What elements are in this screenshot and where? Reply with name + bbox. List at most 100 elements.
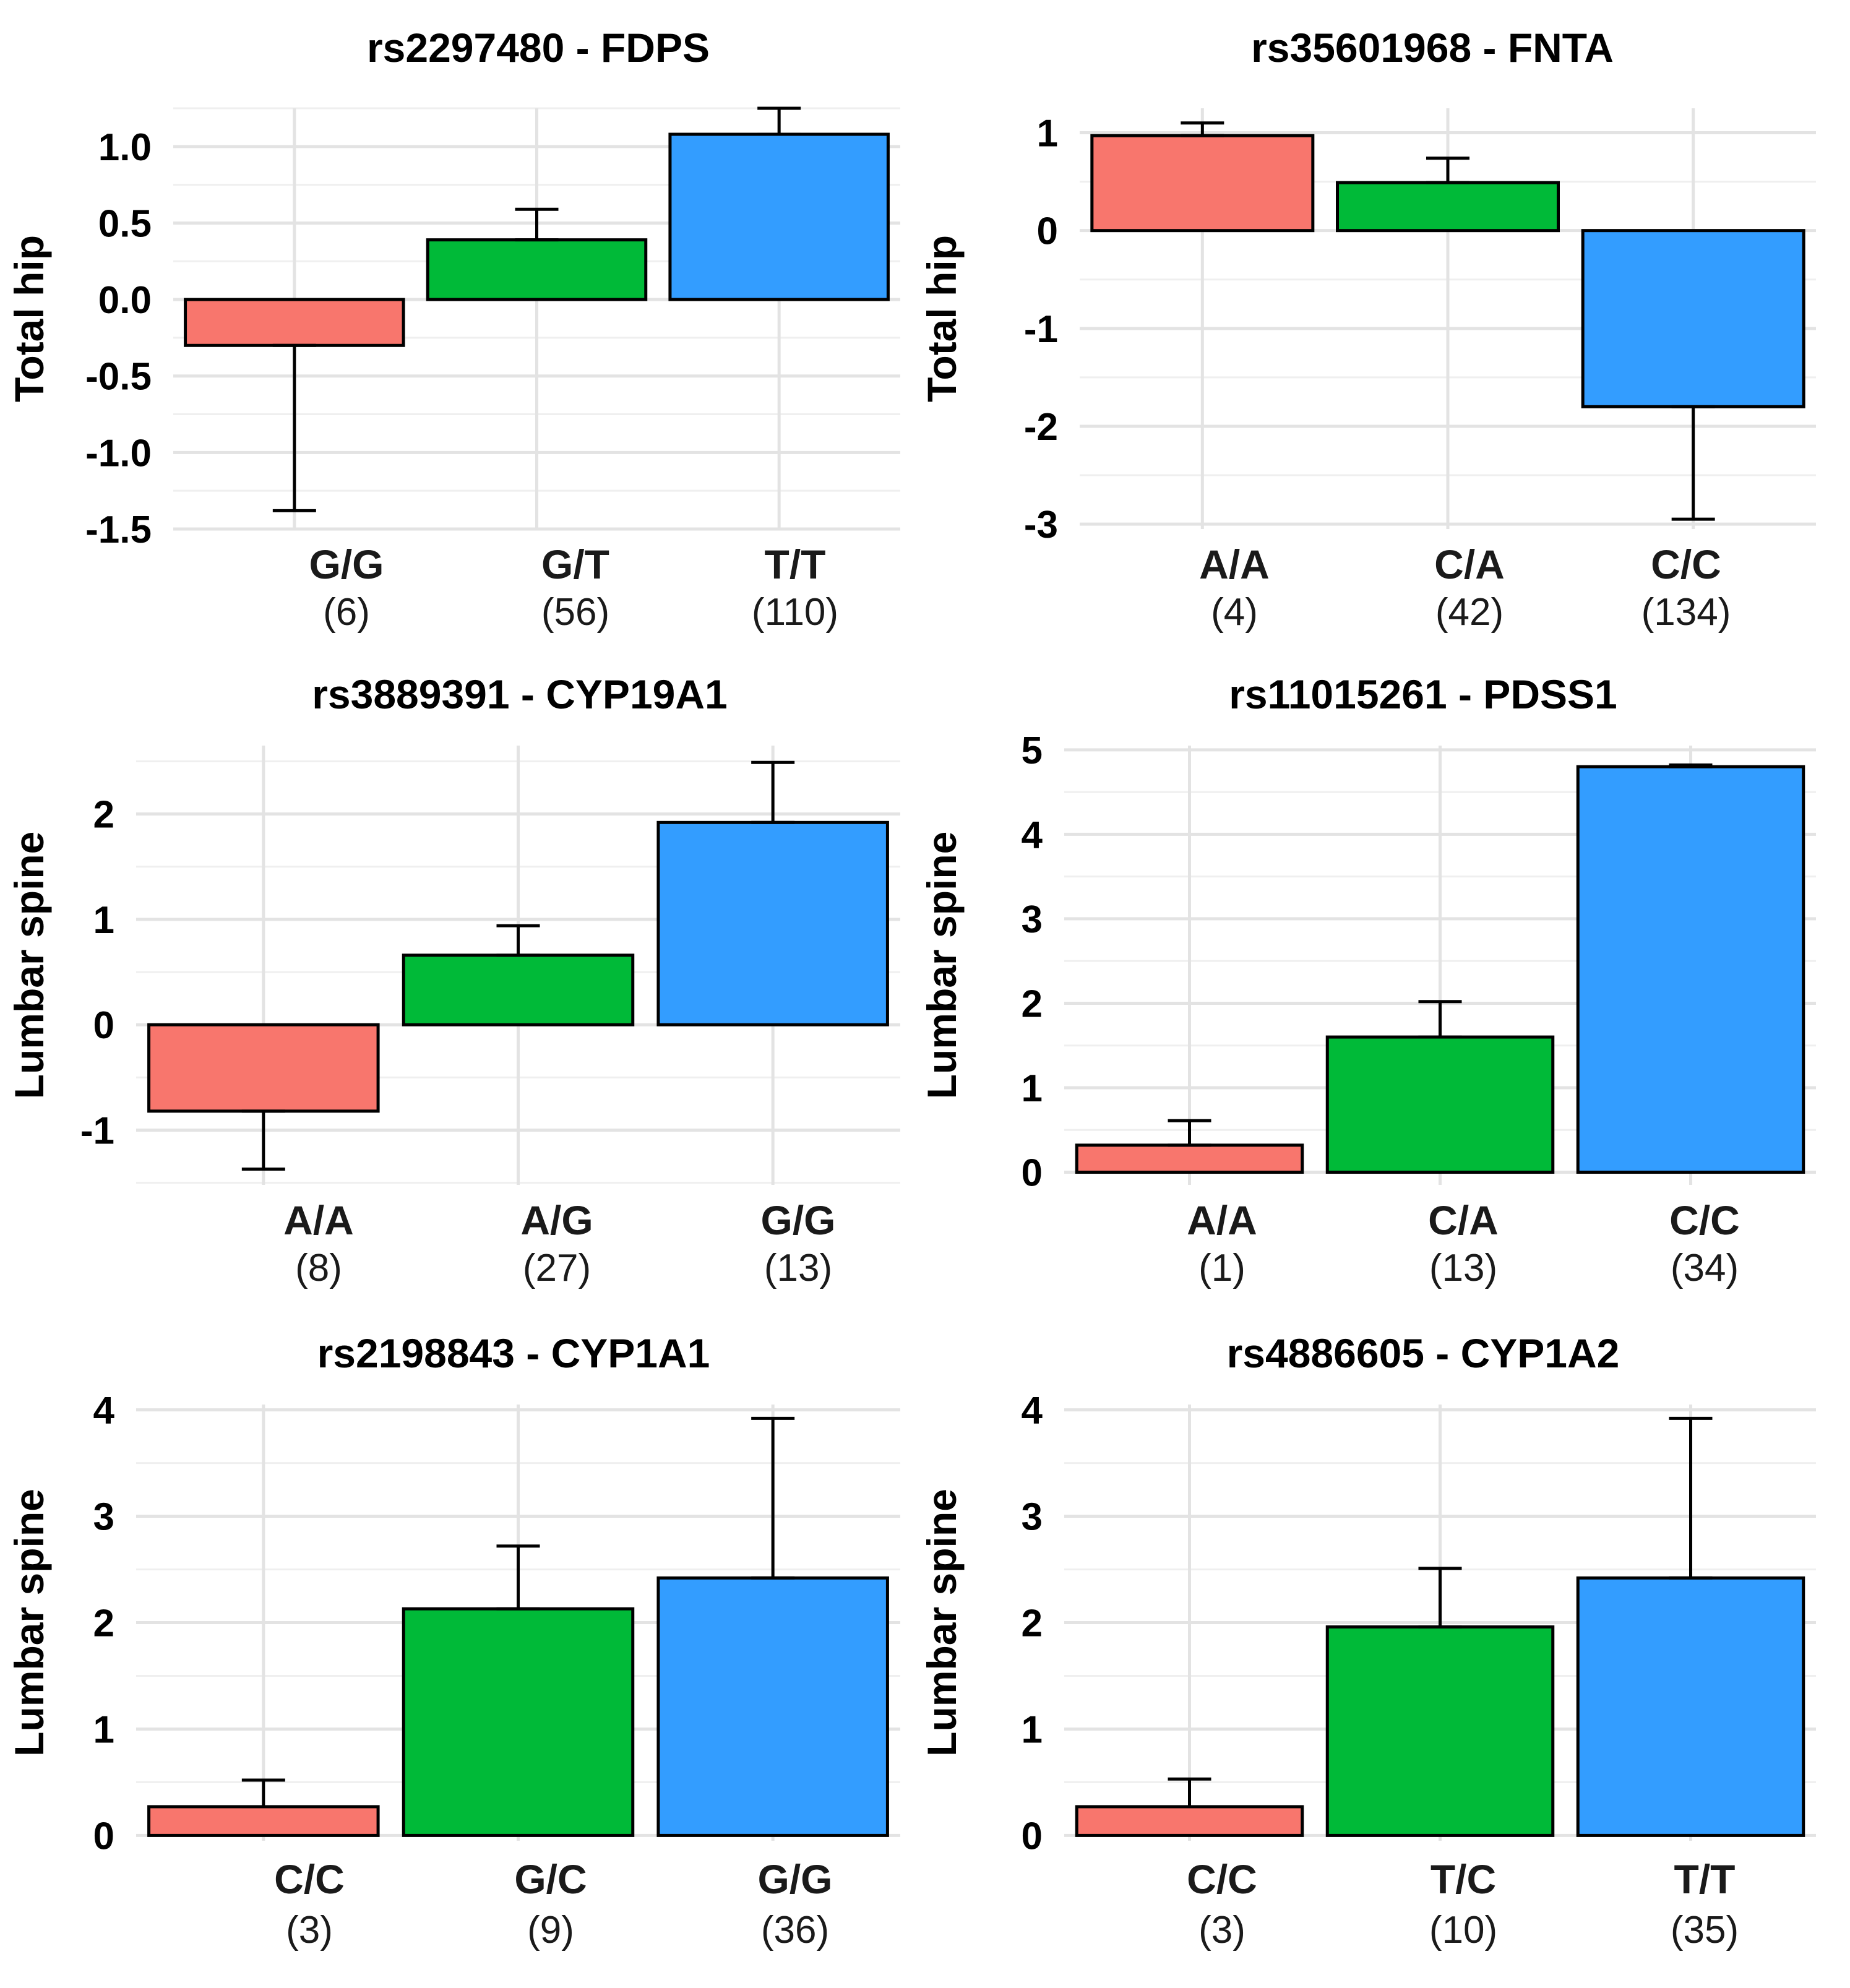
panel-title: rs4886605 - CYP1A2: [1227, 1330, 1620, 1376]
y-tick-label: 2: [1022, 1603, 1043, 1645]
x-tick-label: T/C: [1431, 1856, 1496, 1902]
panel-5: 0 1 2 3 4 C/C (3) G/C (9) G/G (36) rs2198843 - CYP1…: [6, 1330, 900, 1951]
bar-G/T: [426, 238, 648, 301]
y-tick-label: 1: [1022, 1708, 1043, 1751]
panel-1: -1.5 -1.0 -0.5 0.0 0.5 1.0 G/G(6) G/T(56) T/T(11…: [6, 25, 900, 634]
y-tick-label: 2: [93, 1603, 114, 1645]
x-count-label: (134): [1641, 591, 1731, 634]
y-tick-label: -0.5: [85, 356, 152, 398]
y-tick-label: 0.5: [98, 202, 152, 245]
y-tick-label: -1.5: [85, 509, 152, 551]
bar-G/G: [656, 820, 889, 1026]
x-tick-label: G/C: [514, 1856, 587, 1902]
x-count-label: (42): [1435, 591, 1504, 634]
bar-G/G: [184, 298, 405, 347]
x-tick-label: C/A: [1434, 541, 1505, 587]
x-count-label: (1): [1198, 1247, 1246, 1289]
y-tick-label: 4: [93, 1390, 115, 1432]
bar-A/A: [1075, 1143, 1304, 1174]
panel-title: rs2198843 - CYP1A1: [317, 1330, 710, 1376]
panel-title: rs35601968 - FNTA: [1251, 25, 1614, 71]
y-tick-label: -1: [1024, 308, 1058, 351]
x-count-label: (110): [752, 591, 838, 634]
y-tick-label: 0: [93, 1815, 114, 1857]
x-tick-label: G/G: [309, 541, 384, 587]
y-tick-label: 0: [1022, 1152, 1043, 1195]
y-tick-label: 4: [1022, 1390, 1043, 1432]
x-count-label: (34): [1671, 1247, 1739, 1289]
bar-T/T: [668, 132, 890, 301]
x-count-label: (3): [1198, 1909, 1246, 1951]
bar-A/A: [1090, 134, 1315, 233]
x-count-label: (9): [527, 1909, 574, 1951]
y-tick-label: -1: [80, 1109, 114, 1152]
x-count-label: (6): [323, 591, 370, 634]
x-tick-label: T/T: [1674, 1856, 1736, 1902]
panel-title: rs2297480 - FDPS: [367, 25, 710, 71]
panel-6: 0 1 2 3 4 C/C (3) T/C (10) T/T (35) rs4886605 - CYP…: [919, 1330, 1816, 1951]
y-axis-label: Total hip: [919, 235, 965, 402]
y-tick-label: -2: [1024, 406, 1058, 449]
y-tick-label: -3: [1024, 504, 1058, 546]
y-tick-label: 0: [1037, 210, 1058, 253]
x-tick-label: A/A: [283, 1197, 354, 1243]
x-count-label: (3): [286, 1909, 333, 1951]
x-count-label: (56): [541, 591, 609, 634]
x-count-label: (36): [761, 1909, 829, 1951]
y-tick-label: 1: [93, 1708, 114, 1751]
bar-G/G: [656, 1576, 889, 1837]
x-tick-label: G/G: [760, 1197, 835, 1243]
x-tick-label: A/G: [520, 1197, 593, 1243]
x-tick-label: C/C: [274, 1856, 345, 1902]
y-axis-label: Lumbar spine: [919, 832, 965, 1099]
bar-T/C: [1325, 1625, 1555, 1837]
x-count-label: (8): [295, 1247, 342, 1289]
y-tick-label: 3: [93, 1496, 114, 1539]
bar-T/T: [1576, 1576, 1805, 1837]
x-count-label: (10): [1429, 1909, 1497, 1951]
y-tick-label: 0.0: [98, 279, 152, 322]
bar-C/C: [147, 1805, 380, 1837]
panel-title: rs11015261 - PDSS1: [1229, 671, 1617, 717]
x-tick-label: G/G: [757, 1856, 832, 1902]
bar-C/C: [1581, 229, 1805, 408]
y-tick-label: 3: [1022, 898, 1043, 941]
y-tick-label: 0: [1022, 1815, 1043, 1857]
y-tick-label: 2: [93, 794, 114, 837]
y-tick-label: 3: [1022, 1496, 1043, 1539]
x-tick-label: A/A: [1199, 541, 1270, 587]
bar-A/A: [147, 1023, 380, 1113]
panel-title: rs3889391 - CYP19A1: [312, 671, 727, 717]
bar-C/A: [1336, 181, 1560, 233]
y-axis-label: Total hip: [6, 235, 52, 402]
bar-C/C: [1075, 1805, 1304, 1837]
x-count-label: (13): [764, 1247, 832, 1289]
x-count-label: (4): [1211, 591, 1258, 634]
y-tick-label: 1: [1022, 1067, 1043, 1110]
x-count-label: (13): [1429, 1247, 1497, 1289]
panel-3: -1 0 1 2 A/A(8) A/G(27) G/G(13) rs3889391 - CYP…: [6, 671, 900, 1289]
x-tick-label: C/C: [1651, 541, 1721, 587]
x-tick-label: C/C: [1669, 1197, 1740, 1243]
bar-A/G: [402, 953, 635, 1026]
y-tick-label: 0: [93, 1004, 114, 1047]
bar-C/C: [1576, 765, 1805, 1174]
y-axis-label: Lumbar spine: [919, 1489, 965, 1757]
y-tick-label: 4: [1022, 814, 1043, 856]
y-tick-label: 2: [1022, 983, 1043, 1025]
bar-G/C: [402, 1607, 635, 1837]
y-tick-label: -1.0: [85, 432, 152, 475]
y-tick-label: 1: [93, 899, 114, 942]
bar-C/A: [1325, 1035, 1555, 1174]
x-tick-label: A/A: [1187, 1197, 1257, 1243]
x-tick-label: G/T: [541, 541, 609, 587]
y-tick-label: 5: [1022, 729, 1043, 772]
x-count-label: (27): [523, 1247, 591, 1289]
y-axis-label: Lumbar spine: [6, 1489, 52, 1757]
y-tick-label: 1: [1037, 113, 1058, 155]
x-tick-label: T/T: [765, 541, 826, 587]
y-axis-label: Lumbar spine: [6, 832, 52, 1099]
x-tick-label: C/A: [1428, 1197, 1499, 1243]
x-count-label: (35): [1671, 1909, 1739, 1951]
